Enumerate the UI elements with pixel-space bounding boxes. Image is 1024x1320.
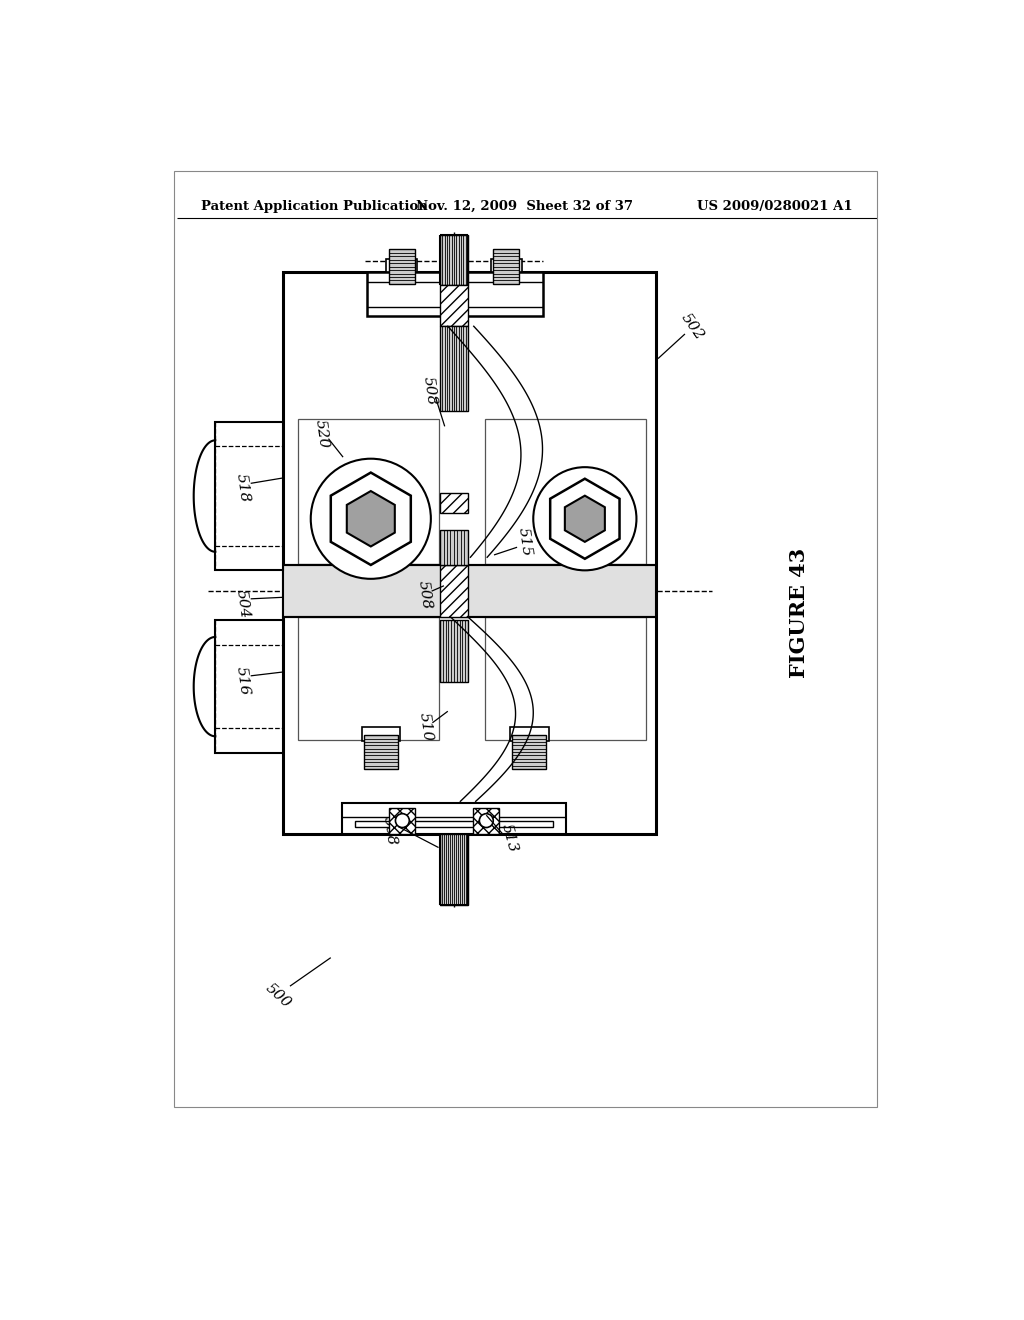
Text: 500: 500 (263, 981, 294, 1011)
Bar (510, 727, 549, 742)
Bar (283, 272, 655, 834)
Text: Patent Application Publication: Patent Application Publication (202, 199, 428, 213)
Bar (440, 235, 468, 285)
Bar (440, 285, 468, 326)
Text: 508: 508 (381, 816, 399, 846)
Bar (440, 565, 468, 616)
Bar (355, 821, 553, 826)
Bar (298, 616, 438, 739)
Bar (215, 422, 283, 570)
Polygon shape (550, 479, 620, 558)
Bar (388, 249, 415, 284)
Bar (512, 735, 547, 770)
Text: 515: 515 (516, 527, 534, 557)
Text: 504: 504 (233, 587, 251, 619)
Bar (440, 620, 468, 682)
Circle shape (395, 813, 410, 828)
Bar (440, 834, 468, 906)
Text: 520: 520 (312, 418, 331, 450)
Text: 508: 508 (416, 579, 434, 610)
Text: FIGURE 43: FIGURE 43 (788, 548, 809, 678)
Bar (361, 727, 400, 742)
Bar (473, 808, 500, 834)
Polygon shape (331, 473, 411, 565)
Text: US 2009/0280021 A1: US 2009/0280021 A1 (697, 199, 853, 213)
Bar (283, 565, 655, 616)
Bar (174, 172, 877, 1107)
Text: 508: 508 (421, 375, 438, 407)
Bar (484, 616, 646, 739)
Circle shape (310, 459, 431, 578)
Text: Nov. 12, 2009  Sheet 32 of 37: Nov. 12, 2009 Sheet 32 of 37 (417, 199, 633, 213)
Bar (440, 531, 468, 565)
Bar (440, 494, 468, 512)
Circle shape (479, 813, 494, 828)
Text: 518: 518 (233, 473, 251, 503)
Bar (484, 420, 646, 564)
Bar (494, 249, 519, 284)
Circle shape (534, 467, 637, 570)
Bar (440, 326, 468, 411)
Bar (364, 735, 397, 770)
Bar (215, 620, 283, 752)
Text: 510: 510 (417, 711, 434, 742)
Bar (490, 259, 521, 272)
Text: 513: 513 (499, 822, 520, 854)
Text: 502: 502 (679, 310, 707, 342)
Polygon shape (347, 491, 395, 546)
Text: 516: 516 (233, 665, 251, 696)
Bar (342, 803, 565, 834)
Bar (386, 259, 417, 272)
Polygon shape (565, 496, 605, 543)
Bar (367, 272, 543, 317)
Bar (298, 420, 438, 564)
Bar (389, 808, 416, 834)
